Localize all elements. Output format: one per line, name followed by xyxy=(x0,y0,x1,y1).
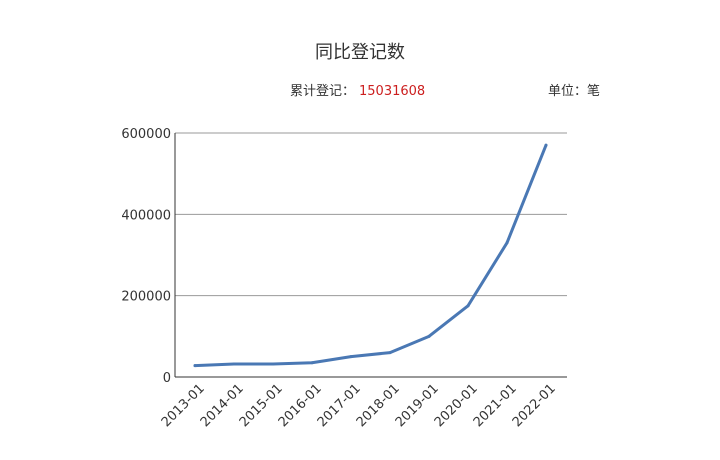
data-point xyxy=(349,355,353,359)
data-point xyxy=(466,304,470,308)
data-point xyxy=(271,362,275,366)
cumulative-label: 累计登记： xyxy=(290,84,356,99)
y-tick-label: 600000 xyxy=(121,127,171,142)
cumulative-registrations: 累计登记： 15031608 xyxy=(290,80,425,99)
cumulative-value: 15031608 xyxy=(359,84,426,99)
data-point xyxy=(232,362,236,366)
series-line xyxy=(193,143,548,368)
y-tick-label: 200000 xyxy=(121,290,171,305)
chart-title: 同比登记数 xyxy=(315,42,405,63)
data-point xyxy=(427,334,431,338)
data-point xyxy=(193,364,197,368)
data-point xyxy=(505,241,509,245)
data-point xyxy=(388,351,392,355)
y-tick-label: 0 xyxy=(163,371,171,386)
unit-label: 单位：笔 xyxy=(548,84,601,99)
data-point xyxy=(310,361,314,365)
x-tick-label: 2022-01 xyxy=(510,381,559,430)
y-tick-label: 400000 xyxy=(121,208,171,223)
data-point xyxy=(544,143,548,147)
